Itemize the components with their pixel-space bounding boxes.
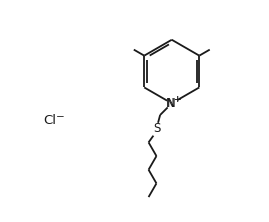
Text: Cl: Cl <box>44 114 56 127</box>
Text: +: + <box>173 95 180 104</box>
Text: −: − <box>56 112 65 122</box>
Text: N: N <box>167 97 175 110</box>
Text: +: + <box>173 95 180 104</box>
Text: N: N <box>166 97 175 110</box>
Text: S: S <box>153 122 160 135</box>
